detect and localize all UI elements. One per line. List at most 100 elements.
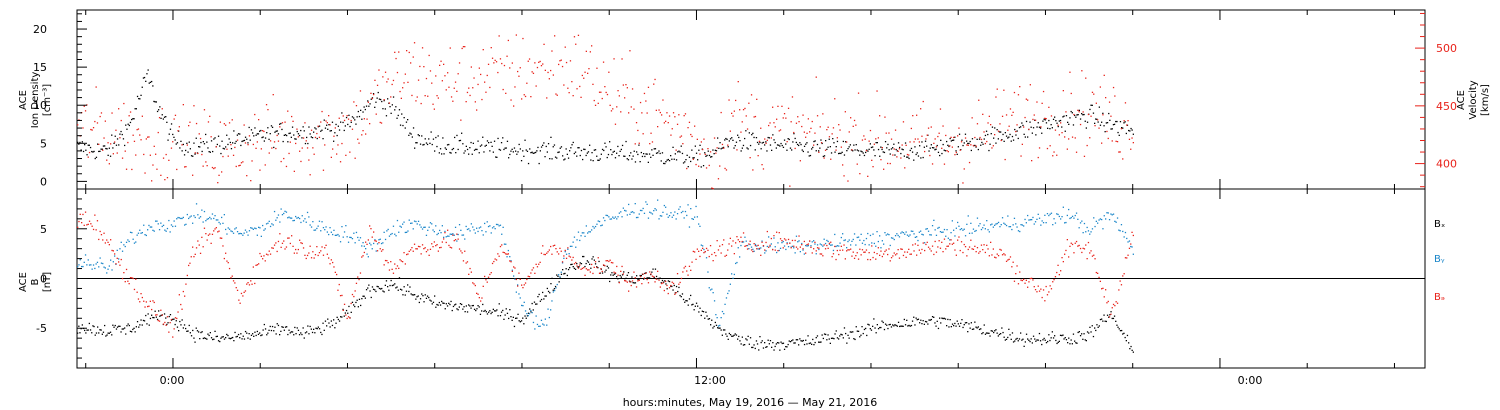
bx-point [761,340,763,342]
density-point [599,158,601,160]
density-point [167,139,169,141]
density-point [233,130,235,132]
bz-point [91,225,93,227]
bz-point [1105,289,1107,291]
by-point [1116,217,1119,219]
density-point [297,133,300,135]
density-point [705,155,707,157]
bz-point [917,244,919,246]
by-point [131,232,133,234]
bz-point [715,255,717,257]
density-point [793,133,795,135]
density-point [983,138,985,140]
bz-point [524,282,527,284]
density-point [698,149,700,151]
density-point [652,154,654,156]
velocity-point [757,155,759,157]
bz-point [1111,307,1113,309]
by-point [205,220,207,222]
velocity-point [413,42,416,44]
by-point [864,243,866,246]
bx-point [167,322,169,324]
bx-point [293,334,295,336]
by-point [1074,214,1076,217]
bx-point [982,332,984,334]
bz-point [521,284,523,286]
bz-point [974,245,976,247]
density-point [451,148,453,151]
density-point [199,146,201,148]
bz-point [988,255,990,257]
velocity-point [959,149,961,151]
bx-point [1020,332,1022,334]
velocity-point [921,135,923,137]
bx-point [756,343,759,345]
velocity-point [1085,77,1087,79]
density-point [303,130,305,132]
bz-point [264,260,266,262]
bz-point [658,279,660,281]
bz-point [587,269,589,271]
by-point [567,248,569,250]
density-point [484,145,486,147]
bx-point [328,322,330,324]
density-point [270,125,273,127]
density-point [308,126,310,128]
bx-point [522,317,524,319]
bx-point [146,323,148,325]
bx-point [691,304,693,306]
by-point [120,241,122,243]
bx-point [250,334,253,336]
bx-point [869,328,871,330]
velocity-point [431,82,433,84]
velocity-point [589,51,591,53]
velocity-point [470,66,472,68]
bz-point [931,245,934,247]
velocity-point [852,125,854,127]
bx-point [188,324,190,327]
bx-point [361,298,363,300]
bz-point [1013,280,1016,282]
by-point [199,216,202,218]
velocity-point [724,167,726,170]
bx-point [1075,342,1077,344]
bx-point [497,315,499,317]
by-point [207,218,210,220]
by-point [279,221,281,223]
bx-point [993,331,995,334]
density-point [862,152,864,154]
by-point [192,222,194,224]
density-point [1036,126,1038,128]
density-point [998,131,1001,133]
density-point [584,148,586,151]
density-point [1070,110,1072,113]
density-point [300,129,302,132]
bz-point [735,242,737,244]
bx-point [815,337,817,339]
bz-point [750,249,753,251]
by-point [166,227,169,230]
bz-point [432,246,434,248]
bx-point [263,323,265,326]
bz-point [604,265,606,267]
bz-point [628,290,630,292]
density-point [269,133,271,135]
bz-point [480,300,482,302]
by-point [517,284,519,286]
bz-point [419,246,421,248]
density-point [448,143,450,146]
velocity-point [215,146,217,148]
bz-point [1097,272,1099,274]
by-point [1107,212,1109,214]
by-point [128,240,130,243]
by-point [236,231,239,233]
density-point [1018,126,1021,129]
bz-point [897,249,899,251]
density-point [287,141,289,143]
density-point [985,130,988,132]
density-point [848,146,850,148]
bz-point [997,255,1000,257]
bz-point [975,251,977,253]
by-point [971,232,973,234]
